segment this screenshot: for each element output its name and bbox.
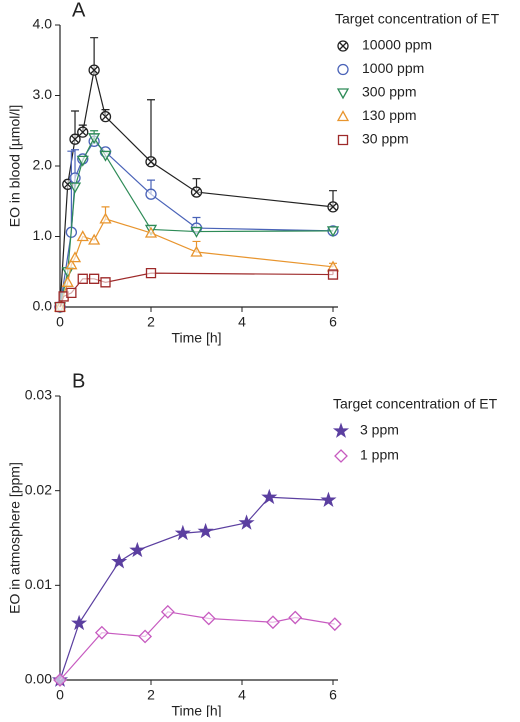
x-tick-label: 2: [147, 687, 155, 703]
data-point: [327, 269, 339, 280]
data-point: [201, 611, 216, 626]
data-point: [53, 673, 67, 687]
data-point: [145, 188, 157, 200]
data-point: [327, 617, 342, 632]
y-tick-label: 0.01: [25, 576, 52, 592]
data-point: [160, 604, 175, 619]
data-point: [88, 133, 101, 145]
x-tick-label: 4: [238, 687, 246, 703]
data-point: [58, 291, 69, 302]
data-point: [327, 201, 339, 213]
x-tick-label: 0: [56, 314, 64, 330]
x-tick-label: 6: [329, 687, 337, 703]
data-point: [99, 150, 112, 162]
legend-label: 10000 ppm: [362, 37, 432, 53]
data-point: [77, 126, 89, 138]
data-point: [144, 226, 158, 238]
x-tick-label: 6: [329, 314, 337, 330]
error-bar: [147, 99, 155, 162]
data-point: [99, 111, 112, 123]
data-point: [94, 625, 109, 640]
data-point: [190, 245, 203, 257]
error-bar: [67, 150, 76, 233]
y-tick-label: 0.0: [33, 298, 53, 314]
legend-label: 30 ppm: [362, 131, 409, 147]
series-line: [59, 218, 334, 308]
x-axis-label: Time [h]: [171, 330, 221, 346]
data-point: [138, 629, 153, 644]
data-point: [65, 258, 78, 270]
legend-title: Target concentration of ET: [333, 396, 498, 412]
data-point: [99, 212, 112, 224]
legend-marker: [332, 422, 350, 438]
data-point: [68, 182, 82, 194]
x-tick-label: 4: [238, 314, 246, 330]
data-point: [88, 233, 101, 245]
data-point: [174, 524, 191, 541]
data-point: [61, 275, 74, 287]
legend-label: 130 ppm: [362, 107, 416, 123]
y-tick-label: 2.0: [33, 157, 53, 173]
data-point: [76, 155, 89, 167]
data-point: [288, 610, 303, 625]
legend-label: 1 ppm: [360, 447, 399, 463]
legend-marker: [337, 63, 349, 76]
panel-label: B: [72, 370, 85, 392]
x-tick-label: 2: [147, 314, 155, 330]
data-point: [88, 273, 100, 284]
x-tick-label: 0: [56, 687, 64, 703]
y-tick-label: 1.0: [33, 227, 53, 243]
legend-title: Target concentration of ET: [335, 11, 500, 27]
data-point: [129, 541, 146, 558]
legend-label: 300 ppm: [362, 84, 416, 100]
data-point: [326, 226, 340, 238]
x-axis-label: Time [h]: [171, 703, 221, 717]
data-point: [197, 522, 214, 539]
data-point: [320, 491, 337, 507]
legend-label: 3 ppm: [360, 422, 399, 438]
legend-marker: [336, 110, 350, 122]
data-point: [190, 186, 203, 198]
data-point: [69, 133, 81, 145]
y-axis-label: EO in atmosphere [ppm]: [7, 462, 23, 614]
data-point: [266, 615, 280, 630]
legend-marker: [337, 40, 349, 52]
data-point: [68, 251, 82, 263]
data-point: [71, 614, 88, 631]
data-point: [77, 273, 88, 284]
data-point: [190, 226, 203, 238]
data-point: [145, 156, 157, 168]
y-tick-label: 3.0: [33, 86, 53, 102]
y-tick-label: 0.03: [25, 387, 52, 403]
legend-label: 1000 ppm: [362, 60, 424, 76]
data-point: [54, 301, 66, 313]
data-point: [76, 230, 89, 242]
data-point: [261, 488, 278, 505]
legend-marker: [334, 449, 348, 463]
data-point: [88, 64, 100, 76]
data-point: [111, 553, 128, 569]
data-point: [145, 268, 157, 279]
data-point: [100, 277, 111, 288]
data-point: [238, 514, 255, 530]
y-tick-label: 4.0: [33, 16, 53, 32]
panel-label: A: [72, 0, 86, 21]
y-axis-label: EO in blood [µmol/l]: [7, 105, 23, 227]
y-tick-label: 0.00: [25, 671, 52, 687]
y-tick-label: 0.02: [25, 481, 52, 497]
series-line: [59, 496, 329, 681]
legend-marker: [336, 88, 350, 100]
legend-marker: [337, 134, 349, 146]
data-point: [66, 287, 77, 299]
